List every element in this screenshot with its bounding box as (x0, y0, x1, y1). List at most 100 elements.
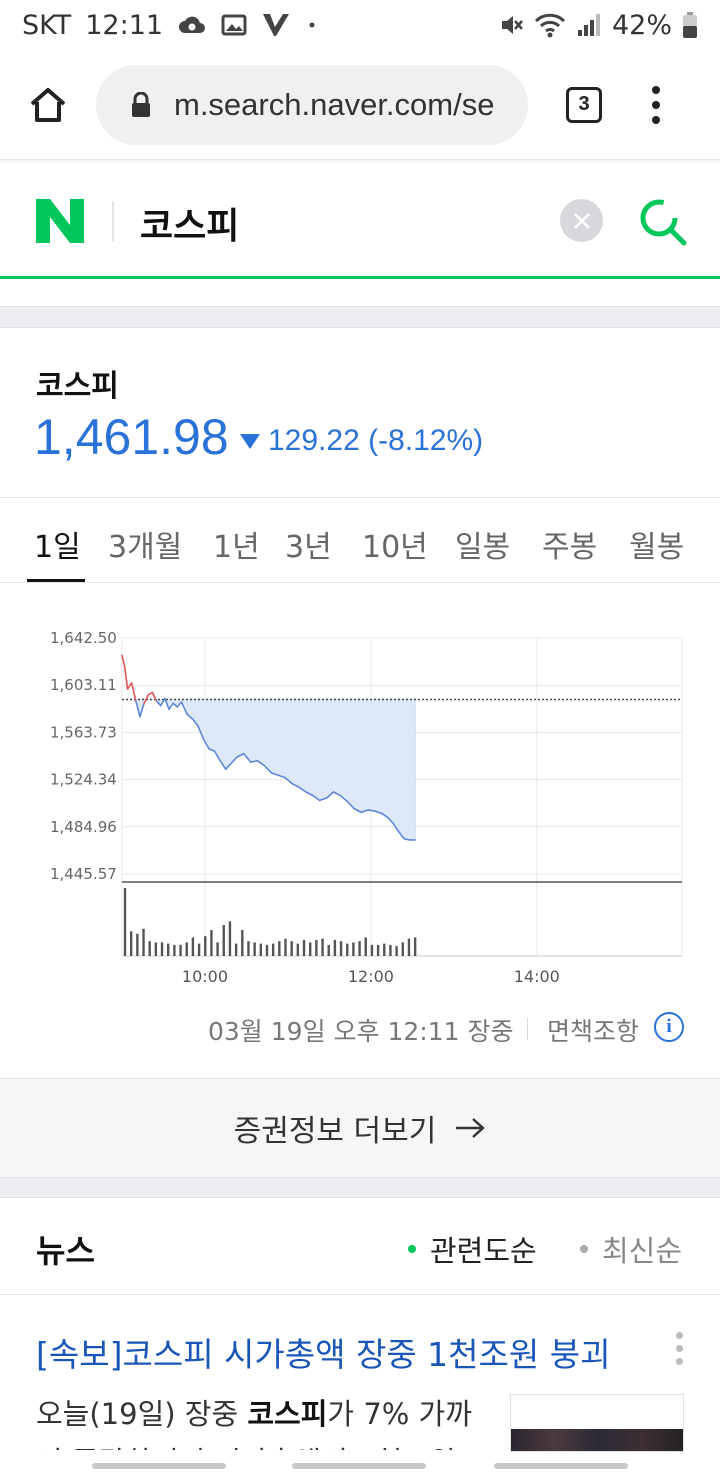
price-line-segment (180, 701, 188, 715)
volume-bar (308, 942, 312, 956)
home-button[interactable] (20, 77, 76, 133)
tab-1d[interactable]: 1일 (34, 530, 81, 565)
price-line-segment (235, 752, 245, 759)
selected-dot-icon (408, 1245, 416, 1253)
volume-bar (389, 944, 392, 956)
price-line-segment (242, 752, 252, 763)
price-line-segment (159, 697, 166, 707)
disclaimer-link[interactable]: 면책조항 (547, 1017, 640, 1046)
section-gap (0, 1178, 720, 1198)
volume-bar (407, 938, 411, 956)
volume-bar (376, 944, 380, 956)
y-tick-label: 1,445.57 (50, 865, 117, 883)
system-nav-bar (0, 1452, 720, 1480)
stock-change-value: 129.22 (-8.12%) (268, 424, 484, 457)
volume-bar (160, 942, 164, 956)
thumbnail-image (511, 1429, 683, 1451)
tab-switcher-button[interactable]: 3 (566, 86, 602, 123)
price-line-segment (256, 760, 266, 767)
status-bar: SKT 12:11 42% (0, 0, 720, 50)
volume-bar (296, 943, 300, 956)
y-tick-label: 1,524.34 (50, 771, 117, 789)
price-line-segment (249, 760, 259, 763)
stock-change: 129.22 (-8.12%) (240, 424, 483, 458)
price-line-segment (298, 786, 307, 793)
stock-name: 코스피 (36, 369, 119, 404)
volume-bar (339, 941, 343, 956)
price-line-segment (219, 760, 227, 771)
cloud-sync-icon (177, 13, 207, 37)
nav-pill[interactable] (92, 1463, 226, 1469)
tab-3m[interactable]: 3개월 (108, 530, 183, 565)
news-headline-link[interactable]: [속보]코스피 시가총액 장중 1천조원 붕괴 (36, 1335, 611, 1374)
volume-bar (136, 933, 139, 956)
sort-related-label: 관련도순 (430, 1234, 537, 1268)
price-line-segment (121, 654, 126, 669)
home-icon (30, 87, 66, 122)
sort-latest-label: 최신순 (602, 1234, 683, 1268)
price-line-segment (143, 694, 150, 705)
price-line-segment (305, 791, 314, 797)
volume-bar (191, 937, 195, 956)
price-line-segment (139, 702, 145, 718)
volume-bar (197, 943, 201, 956)
volume-bar (123, 888, 127, 956)
volume-bar (271, 943, 275, 956)
volume-bar (327, 944, 330, 956)
tab-count: 3 (578, 93, 590, 115)
y-tick-label: 1,484.96 (50, 818, 117, 836)
stock-chart[interactable]: 1,642.50 1,603.11 1,563.73 1,524.34 1,484.96… (0, 610, 720, 990)
nav-pill[interactable] (292, 1463, 426, 1469)
volume-bar (265, 944, 269, 956)
tab-monthly[interactable]: 월봉 (629, 530, 685, 565)
price-line-segment (277, 774, 286, 779)
nav-pill[interactable] (494, 1463, 628, 1469)
battery-icon (682, 11, 698, 39)
tab-daily[interactable]: 일봉 (455, 530, 511, 565)
clear-button[interactable] (560, 199, 603, 242)
price-line-segment (284, 776, 293, 785)
tab-weekly[interactable]: 주봉 (542, 530, 598, 565)
price-line-segment (208, 748, 216, 753)
wifi-icon (534, 12, 566, 38)
info-icon[interactable]: i (654, 1012, 684, 1042)
news-snippet[interactable]: 오늘(19일) 장중 코스피가 7% 가까이 폭락하면서 시가총액이 1천조원 (36, 1390, 476, 1450)
sort-related-button[interactable]: 관련도순 (408, 1228, 537, 1270)
price-line-segment (392, 822, 400, 833)
more-options-icon[interactable] (676, 1332, 683, 1365)
divider (0, 1294, 720, 1295)
chart-svg: 1,642.50 1,603.11 1,563.73 1,524.34 1,484.96… (50, 629, 683, 986)
active-tab-indicator (27, 579, 85, 582)
price-line-segment (312, 794, 321, 802)
sort-latest-button[interactable]: 최신순 (580, 1228, 682, 1270)
address-bar[interactable]: m.search.naver.com/se (96, 64, 528, 145)
tab-10y[interactable]: 10년 (362, 530, 428, 565)
volume-bar (216, 942, 219, 956)
naver-logo-icon[interactable] (36, 199, 84, 243)
timestamp: 03월 19일 오후 12:11 장중 (208, 1017, 514, 1046)
tab-3y[interactable]: 3년 (285, 530, 332, 565)
browser-toolbar: m.search.naver.com/se 3 (0, 50, 720, 160)
search-header: 코스피 (0, 161, 720, 279)
volume-bar (222, 925, 225, 956)
snippet-keyword: 코스피 (247, 1397, 328, 1431)
price-line-segment (374, 810, 383, 815)
news-thumbnail[interactable] (510, 1394, 684, 1452)
volume-bar (247, 941, 250, 956)
price-line-segment (197, 725, 205, 741)
volume-bar (234, 943, 238, 956)
price-line-segment (386, 816, 394, 824)
price-line-segment (151, 691, 158, 702)
price-line-segment (318, 797, 328, 802)
search-icon[interactable] (636, 195, 690, 249)
volume-bar (401, 942, 404, 956)
price-line-segment (224, 762, 233, 771)
browser-menu-button[interactable] (646, 85, 666, 124)
volume-bar (179, 944, 182, 956)
divider (527, 1018, 528, 1040)
tab-1y[interactable]: 1년 (213, 530, 260, 565)
volume-bar (278, 941, 281, 956)
volume-bar (413, 937, 417, 956)
search-query[interactable]: 코스피 (140, 206, 240, 247)
more-stock-info-button[interactable]: 증권정보 더보기 (0, 1078, 720, 1178)
